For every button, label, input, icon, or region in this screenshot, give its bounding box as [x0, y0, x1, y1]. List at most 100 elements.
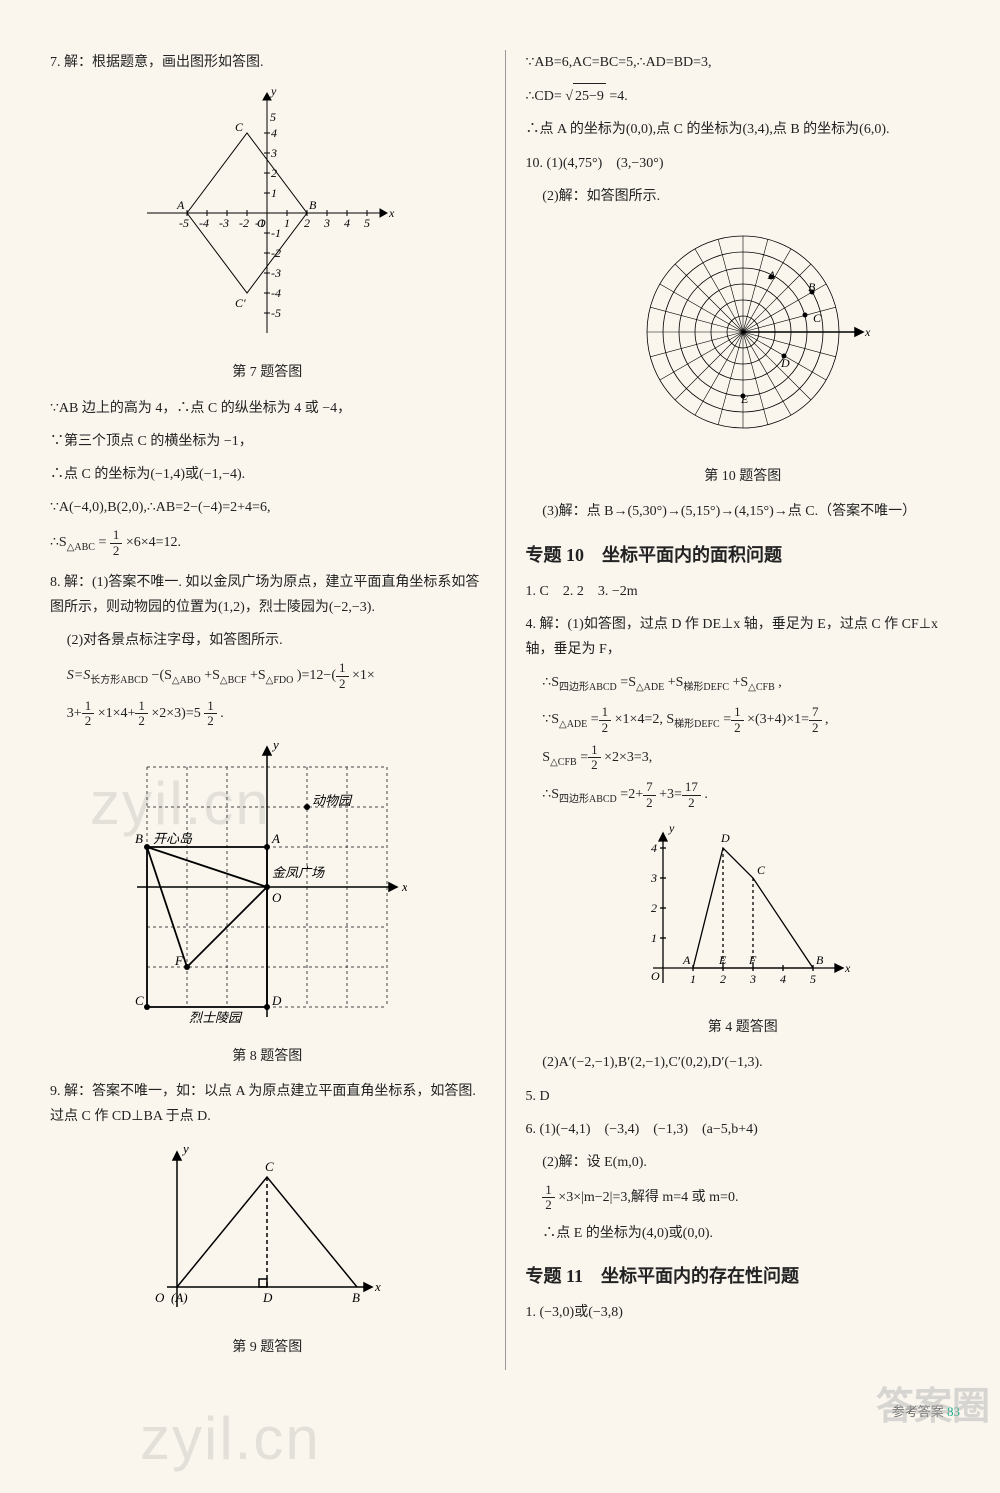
r-line-1: ∵AB=6,AC=BC=5,∴AD=BD=3, — [526, 50, 961, 75]
text: 2 — [588, 758, 601, 772]
text: ×1×4+ — [94, 706, 135, 721]
text: 2 — [135, 714, 148, 728]
q10-l2: (2)解：如答图所示. — [526, 184, 961, 209]
text: =S — [617, 675, 636, 690]
svg-text:D: D — [720, 831, 730, 845]
q7-line-3: ∴点 C 的坐标为(−1,4)或(−1,−4). — [50, 462, 485, 487]
svg-text:C: C — [135, 993, 144, 1008]
q10-figure: x A B C D E — [526, 217, 961, 456]
svg-text:3: 3 — [650, 871, 657, 885]
q7-figure: xy O -5-4-3-2-1 12345 4321 -1-2-3-4-5 A … — [50, 83, 485, 352]
q7-area: ∴S△ABC = 12 ×6×4=12. — [50, 528, 485, 558]
q10-l1: 10. (1)(4,75°) (3,−30°) — [526, 151, 961, 176]
text: =4. — [606, 89, 628, 104]
text: 25−9 — [573, 83, 606, 109]
text: 2 — [336, 677, 349, 691]
svg-text:动物园: 动物园 — [312, 793, 353, 808]
svg-text:3: 3 — [749, 972, 756, 986]
text: ×6×4=12. — [122, 535, 181, 550]
text: 2 — [204, 714, 217, 728]
svg-text:开心岛: 开心岛 — [153, 831, 193, 846]
q8-caption: 第 8 题答图 — [50, 1044, 485, 1069]
svg-text:5: 5 — [270, 110, 276, 124]
svg-text:A: A — [682, 953, 691, 967]
svg-text:4: 4 — [344, 216, 350, 230]
text: ×2×3)=5 — [148, 706, 204, 721]
svg-text:C: C — [235, 120, 244, 134]
svg-text:y: y — [271, 737, 279, 752]
svg-text:4: 4 — [271, 126, 277, 140]
t10-q4-l1: 4. 解：(1)如答图，过点 D 作 DE⊥x 轴，垂足为 E，过点 C 作 C… — [526, 612, 961, 662]
text: +S — [729, 675, 748, 690]
text: ×1×4=2, S — [611, 712, 674, 727]
svg-text:5: 5 — [810, 972, 816, 986]
t10-q6-l4: ∴点 E 的坐标为(4,0)或(0,0). — [526, 1221, 961, 1246]
text: = — [577, 750, 588, 765]
text: 四边形ABCD — [559, 682, 617, 693]
text: ×(3+4)×1= — [744, 712, 809, 727]
svg-text:2: 2 — [271, 166, 277, 180]
svg-text:烈士陵园: 烈士陵园 — [189, 1010, 243, 1025]
text: ×2×3=3, — [601, 750, 653, 765]
text: △ADE — [636, 682, 664, 693]
text: △FDO — [266, 675, 294, 686]
q4-figure: xy O 12345 1234 A B C D E F — [526, 818, 961, 1007]
text: =2+ — [617, 787, 643, 802]
text: ∴S — [542, 675, 559, 690]
svg-text:y: y — [270, 84, 277, 98]
right-column: ∵AB=6,AC=BC=5,∴AD=BD=3, ∴CD= √25−9 =4. ∴… — [526, 50, 961, 1370]
t10-a1: 1. C 2. 2 3. −2m — [526, 579, 961, 604]
q9-header: 9. 解：答案不唯一，如：以点 A 为原点建立平面直角坐标系，如答图. 过点 C… — [50, 1079, 485, 1129]
svg-text:-2: -2 — [239, 216, 249, 230]
text: 2 — [809, 721, 822, 735]
text: 2 — [542, 1198, 555, 1212]
left-column: 7. 解：根据题意，画出图形如答图. — [50, 50, 485, 1370]
text: , — [822, 712, 829, 727]
svg-text:金凤广场: 金凤广场 — [272, 865, 325, 880]
text: 2 — [599, 721, 612, 735]
text: 梯形DEFC — [683, 682, 729, 693]
svg-text:A: A — [271, 831, 280, 846]
svg-text:-4: -4 — [199, 216, 209, 230]
svg-text:D: D — [262, 1290, 273, 1305]
text: +S — [664, 675, 683, 690]
q7-caption: 第 7 题答图 — [50, 360, 485, 385]
t10-q4-2: (2)A′(−2,−1),B′(2,−1),C′(0,2),D′(−1,3). — [526, 1050, 961, 1075]
text: ×3×|m−2|=3,解得 m=4 或 m=0. — [555, 1190, 739, 1205]
column-divider — [505, 50, 506, 1370]
svg-text:-5: -5 — [271, 306, 281, 320]
svg-text:x: x — [844, 961, 851, 975]
svg-text:y: y — [668, 821, 675, 835]
svg-text:3: 3 — [270, 146, 277, 160]
text: 2 — [110, 544, 123, 558]
svg-text:-1: -1 — [255, 216, 265, 230]
svg-text:1: 1 — [690, 972, 696, 986]
svg-text:O: O — [272, 890, 282, 905]
text: 1 — [336, 661, 349, 676]
svg-text:-4: -4 — [271, 286, 281, 300]
svg-text:E: E — [718, 953, 727, 967]
text: = — [95, 535, 110, 550]
topic-10-title: 专题 10 坐标平面内的面积问题 — [526, 539, 961, 571]
text: . — [217, 706, 224, 721]
q7-line-4: ∵A(−4,0),B(2,0),∴AB=2−(−4)=2+4=6, — [50, 495, 485, 520]
q10-l3: (3)解：点 B→(5,30°)→(5,15°)→(4,15°)→点 C.（答案… — [526, 499, 961, 524]
svg-text:C: C — [757, 863, 766, 877]
svg-text:2: 2 — [651, 901, 657, 915]
topic-11-title: 专题 11 坐标平面内的存在性问题 — [526, 1260, 961, 1292]
svg-text:D: D — [271, 993, 282, 1008]
text: △ABC — [67, 542, 95, 553]
text: 1 — [588, 743, 601, 758]
text: −(S — [148, 668, 172, 683]
t11-a1: 1. (−3,0)或(−3,8) — [526, 1300, 961, 1325]
svg-text:y: y — [181, 1141, 189, 1156]
q8-sub2: (2)对各景点标注字母，如答图所示. — [50, 628, 485, 653]
text: 1 — [204, 699, 217, 714]
r-line-3: ∴点 A 的坐标为(0,0),点 C 的坐标为(3,4),点 B 的坐标为(6,… — [526, 117, 961, 142]
svg-text:-3: -3 — [219, 216, 229, 230]
svg-text:(A): (A) — [171, 1290, 188, 1305]
text: 1 — [135, 699, 148, 714]
text: S=S — [67, 668, 90, 683]
svg-text:C: C — [265, 1159, 274, 1174]
text: 3+ — [67, 706, 82, 721]
